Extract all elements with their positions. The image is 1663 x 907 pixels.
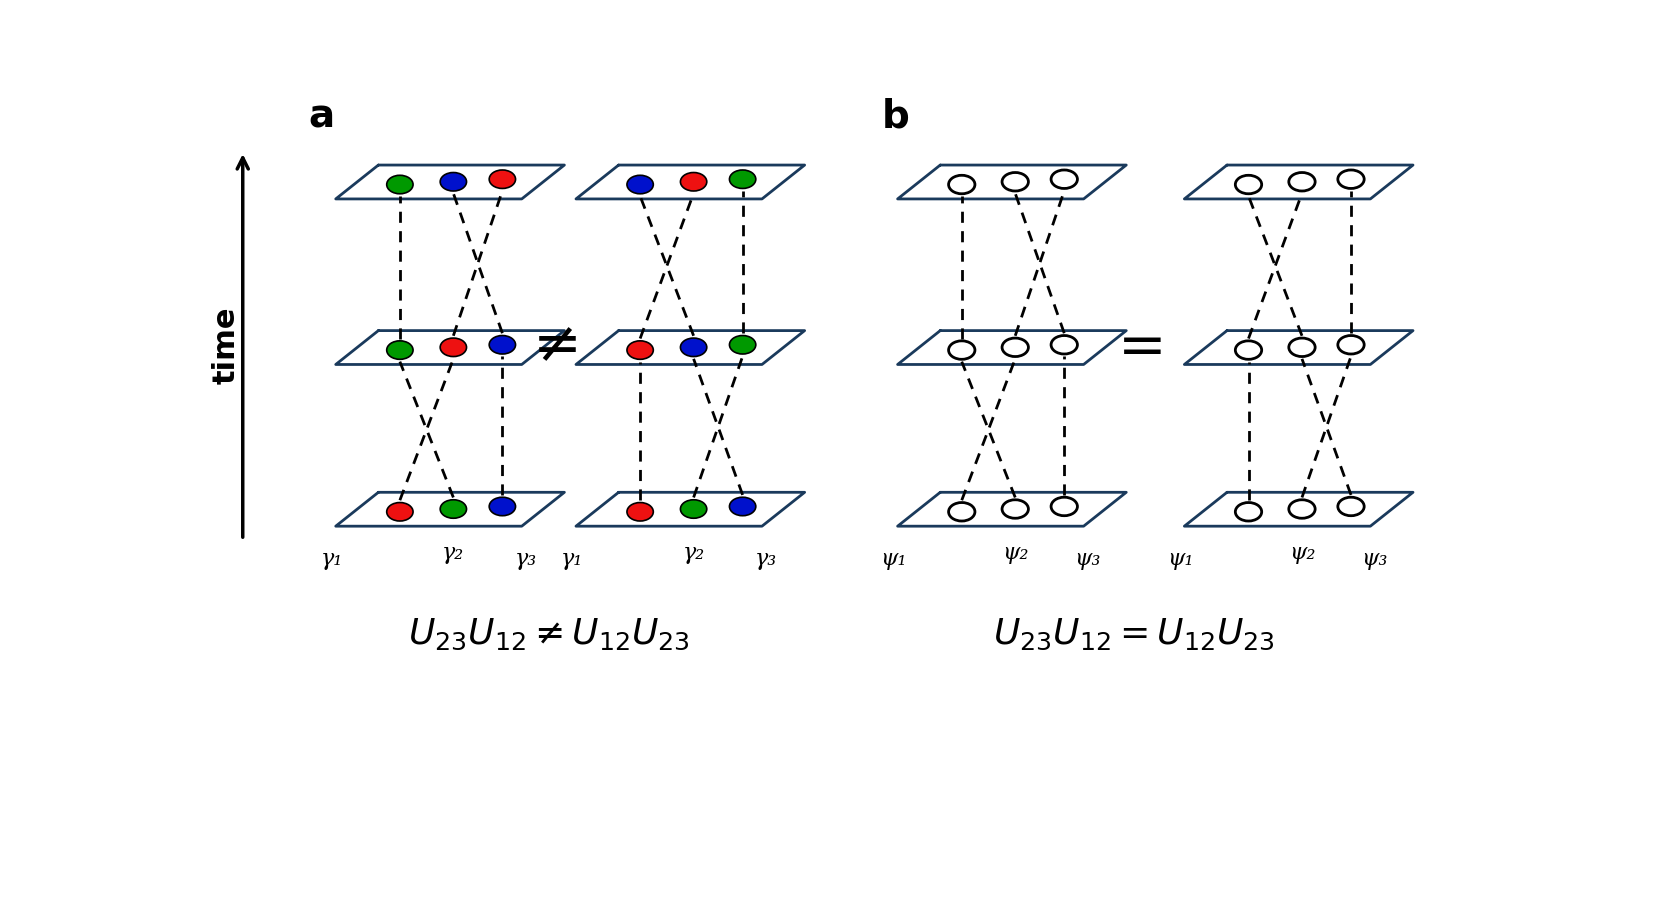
Text: $=$: $=$ bbox=[1106, 317, 1162, 374]
Ellipse shape bbox=[680, 172, 707, 191]
Ellipse shape bbox=[627, 341, 654, 359]
Ellipse shape bbox=[730, 170, 755, 189]
Text: γ₂: γ₂ bbox=[682, 541, 705, 563]
Text: ψ₂: ψ₂ bbox=[1289, 541, 1315, 563]
Ellipse shape bbox=[489, 336, 516, 354]
Text: ψ₃: ψ₃ bbox=[1074, 548, 1101, 570]
Text: γ₃: γ₃ bbox=[514, 548, 537, 570]
Ellipse shape bbox=[1003, 500, 1028, 518]
Ellipse shape bbox=[1289, 500, 1315, 518]
Ellipse shape bbox=[1337, 336, 1364, 354]
Ellipse shape bbox=[1051, 170, 1078, 189]
Ellipse shape bbox=[1003, 172, 1028, 191]
Text: b: b bbox=[881, 98, 910, 136]
Ellipse shape bbox=[387, 175, 412, 194]
Ellipse shape bbox=[489, 497, 516, 516]
Text: ψ₁: ψ₁ bbox=[881, 548, 906, 570]
Text: time: time bbox=[211, 307, 239, 385]
Ellipse shape bbox=[1236, 175, 1262, 194]
Ellipse shape bbox=[1051, 497, 1078, 516]
Ellipse shape bbox=[730, 336, 755, 354]
Ellipse shape bbox=[489, 170, 516, 189]
Ellipse shape bbox=[1236, 341, 1262, 359]
Ellipse shape bbox=[948, 341, 975, 359]
Ellipse shape bbox=[627, 502, 654, 521]
Ellipse shape bbox=[1003, 338, 1028, 356]
Ellipse shape bbox=[1236, 502, 1262, 521]
Text: γ₁: γ₁ bbox=[560, 548, 584, 570]
Text: γ₃: γ₃ bbox=[755, 548, 777, 570]
Text: $\neq$: $\neq$ bbox=[521, 317, 577, 374]
Ellipse shape bbox=[441, 338, 467, 356]
Ellipse shape bbox=[680, 500, 707, 518]
Text: a: a bbox=[309, 98, 334, 136]
Ellipse shape bbox=[1289, 338, 1315, 356]
Text: γ₁: γ₁ bbox=[321, 548, 343, 570]
Ellipse shape bbox=[948, 502, 975, 521]
Ellipse shape bbox=[1051, 336, 1078, 354]
Ellipse shape bbox=[387, 502, 412, 521]
Text: $U_{23}U_{12} = U_{12}U_{23}$: $U_{23}U_{12} = U_{12}U_{23}$ bbox=[993, 617, 1276, 652]
Text: γ₂: γ₂ bbox=[442, 541, 464, 563]
Ellipse shape bbox=[680, 338, 707, 356]
Ellipse shape bbox=[1337, 497, 1364, 516]
Ellipse shape bbox=[730, 497, 755, 516]
Ellipse shape bbox=[441, 500, 467, 518]
Text: $U_{23}U_{12} \neq U_{12}U_{23}$: $U_{23}U_{12} \neq U_{12}U_{23}$ bbox=[407, 617, 690, 652]
Text: ψ₃: ψ₃ bbox=[1360, 548, 1387, 570]
Text: ψ₂: ψ₂ bbox=[1003, 541, 1028, 563]
Ellipse shape bbox=[948, 175, 975, 194]
Ellipse shape bbox=[441, 172, 467, 191]
Ellipse shape bbox=[1289, 172, 1315, 191]
Text: ψ₁: ψ₁ bbox=[1167, 548, 1194, 570]
Ellipse shape bbox=[387, 341, 412, 359]
Ellipse shape bbox=[627, 175, 654, 194]
Ellipse shape bbox=[1337, 170, 1364, 189]
